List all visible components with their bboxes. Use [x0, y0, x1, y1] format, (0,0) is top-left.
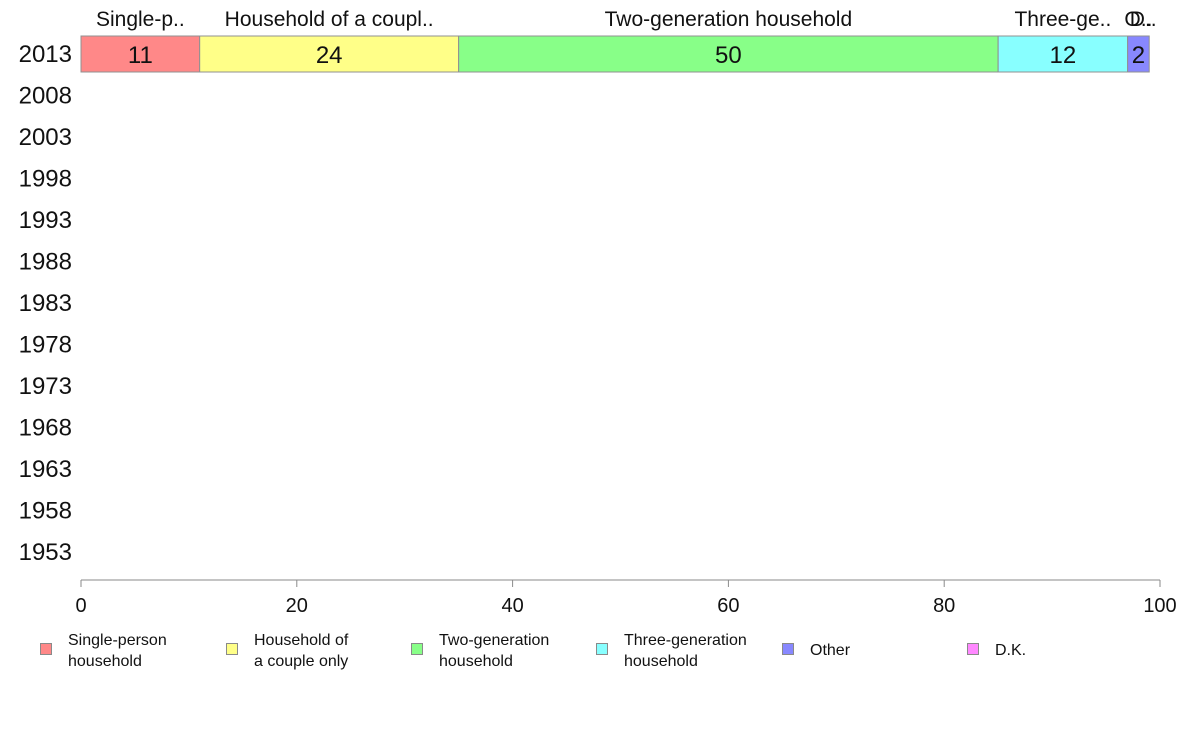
- legend-label: Single-person household: [68, 632, 167, 670]
- y-tick-label: 1968: [19, 415, 72, 442]
- series-top-label: D..: [1130, 8, 1157, 31]
- legend-swatch: [596, 643, 608, 655]
- y-tick-label: 2008: [19, 83, 72, 110]
- bar-value-label: 12: [1050, 42, 1077, 69]
- series-top-labels: Single-p.. Household of a coupl.. Two-gene…: [96, 8, 1157, 31]
- y-tick-label: 1958: [19, 498, 72, 525]
- y-tick-label: 2003: [19, 124, 72, 151]
- legend-item: Household of a couple only: [226, 630, 348, 672]
- series-top-label: Household of a coupl..: [225, 8, 434, 31]
- series-top-label: Three-ge..: [1014, 8, 1111, 31]
- stacked-bar-chart: 11 24 50 12 2 Single-p.. Household of a coupl…: [19, 8, 1177, 617]
- legend-label: Two-generation household: [439, 632, 550, 670]
- bar-value-label: 2: [1132, 42, 1145, 69]
- legend-label: D.K.: [995, 642, 1027, 659]
- legend-item: D.K.: [967, 630, 1026, 661]
- bar-value-label: 24: [316, 42, 343, 69]
- y-tick-label: 2013: [19, 41, 72, 68]
- legend-item: Three-generation household: [596, 630, 747, 672]
- bar-segment: [80, 35, 201, 73]
- legend-swatch: [967, 643, 979, 655]
- bar-marks: [80, 35, 1150, 73]
- bar-segment: [458, 35, 999, 73]
- legend-label: Household of a couple only: [254, 632, 349, 670]
- y-tick-label: 1988: [19, 249, 72, 276]
- x-axis: 0 20 40 60 80 100: [75, 579, 1177, 617]
- x-tick-label: 0: [75, 595, 86, 617]
- y-tick-label: 1978: [19, 332, 72, 359]
- bar-segment: [199, 35, 460, 73]
- x-tick-label: 100: [1143, 595, 1176, 617]
- legend-item: Single-person household: [40, 630, 167, 672]
- segment-value-labels: 11 24 50 12 2: [128, 42, 1145, 69]
- x-tick-label: 20: [286, 595, 308, 617]
- y-tick-label: 1993: [19, 207, 72, 234]
- legend-swatch: [226, 643, 238, 655]
- legend-label: Other: [810, 642, 851, 659]
- x-tick-label: 60: [717, 595, 739, 617]
- y-tick-label: 1953: [19, 539, 72, 566]
- y-tick-label: 1998: [19, 166, 72, 193]
- x-tick-label: 40: [501, 595, 523, 617]
- y-tick-label: 1973: [19, 373, 72, 400]
- y-axis-labels: 2013 2008 2003 1998 1993 1988 1983 1978 1973 1968…: [19, 41, 72, 566]
- bar-segment: [1127, 35, 1150, 73]
- legend: Single-person household Household of a co…: [40, 630, 1180, 680]
- y-tick-label: 1963: [19, 456, 72, 483]
- series-top-label: O..: [1124, 8, 1152, 31]
- legend-item: Two-generation household: [411, 630, 549, 672]
- y-tick-label: 1983: [19, 290, 72, 317]
- bar-value-label: 50: [715, 42, 742, 69]
- legend-label: Three-generation household: [624, 632, 747, 670]
- legend-item: Other: [782, 630, 850, 661]
- legend-swatch: [782, 643, 794, 655]
- series-top-label: Single-p..: [96, 8, 185, 31]
- series-top-label: Two-generation household: [605, 8, 853, 31]
- x-tick-label: 80: [933, 595, 955, 617]
- legend-swatch: [40, 643, 52, 655]
- legend-swatch: [411, 643, 423, 655]
- bar-value-label: 11: [128, 42, 153, 69]
